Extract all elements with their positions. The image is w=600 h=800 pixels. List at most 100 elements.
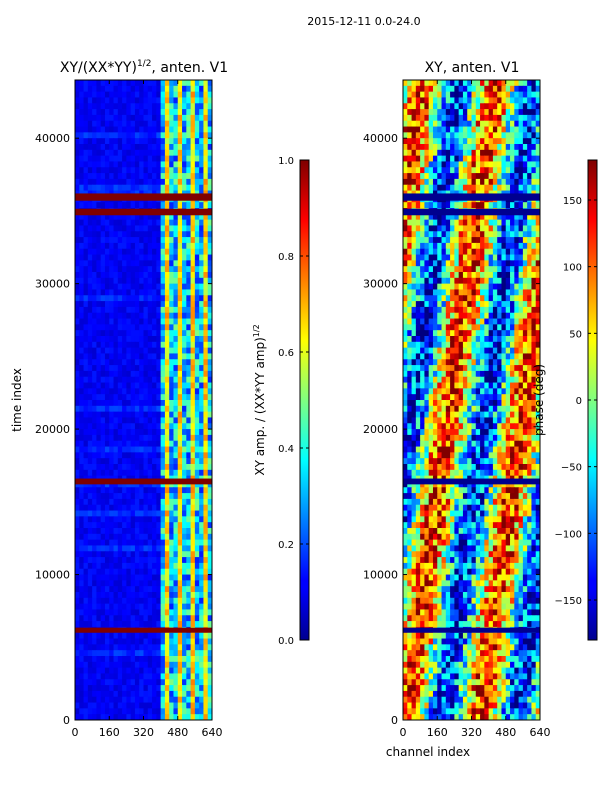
heatmap-cell xyxy=(92,597,98,605)
heatmap-cell xyxy=(79,336,85,343)
heatmap-cell xyxy=(186,603,192,611)
heatmap-cell xyxy=(173,312,179,320)
heatmap-cell xyxy=(182,667,187,675)
heatmap-cell xyxy=(203,429,209,436)
heatmap-cell xyxy=(407,295,413,302)
heatmap-cell xyxy=(147,411,153,419)
heatmap-cell xyxy=(182,97,187,104)
heatmap-cell xyxy=(122,411,127,419)
heatmap-cell xyxy=(492,161,498,168)
heatmap-cell xyxy=(96,312,102,320)
heatmap-cell xyxy=(109,173,115,180)
heatmap-cell xyxy=(518,202,524,209)
heatmap-cell xyxy=(467,173,473,180)
heatmap-cell xyxy=(143,365,149,372)
heatmap-cell xyxy=(143,458,149,465)
heatmap-cell xyxy=(164,301,170,308)
heatmap-cell xyxy=(79,533,85,541)
heatmap-cell xyxy=(484,144,490,151)
heatmap-cell xyxy=(518,254,524,261)
heatmap-cell xyxy=(109,400,115,407)
heatmap-cell xyxy=(199,155,205,163)
heatmap-cell xyxy=(152,673,157,680)
heatmap-cell xyxy=(164,260,170,267)
heatmap-cell xyxy=(190,574,196,581)
heatmap-cell xyxy=(164,272,170,279)
heatmap-cell xyxy=(130,411,136,419)
heatmap-cell xyxy=(177,359,183,366)
heatmap-cell xyxy=(164,644,170,651)
heatmap-cell xyxy=(92,370,98,378)
heatmap-cell xyxy=(160,155,166,163)
heatmap-cell xyxy=(403,173,408,180)
heatmap-cell xyxy=(139,423,145,430)
heatmap-cell xyxy=(480,144,485,151)
heatmap-cell xyxy=(104,452,110,459)
heatmap-cell xyxy=(403,126,408,133)
heatmap-cell xyxy=(104,615,110,622)
heatmap-cell xyxy=(194,417,200,424)
heatmap-cell xyxy=(126,283,132,291)
heatmap-cell xyxy=(147,272,153,279)
heatmap-cell xyxy=(501,277,507,285)
heatmap-cell xyxy=(87,132,93,139)
heatmap-cell xyxy=(83,336,89,343)
heatmap-cell xyxy=(518,277,524,285)
heatmap-cell xyxy=(152,173,157,180)
heatmap-cell xyxy=(411,178,417,186)
heatmap-cell xyxy=(462,213,468,221)
heatmap-cell xyxy=(484,213,490,221)
heatmap-cell xyxy=(441,289,447,296)
heatmap-cell xyxy=(462,155,468,163)
heatmap-cell xyxy=(87,557,93,564)
heatmap-cell xyxy=(531,277,537,285)
heatmap-cell xyxy=(484,324,490,331)
heatmap-cell xyxy=(475,155,481,163)
heatmap-cell xyxy=(156,522,162,529)
heatmap-cell xyxy=(117,114,123,122)
heatmap-cell xyxy=(199,679,205,686)
heatmap-cell xyxy=(96,539,102,547)
heatmap-cell xyxy=(403,155,408,163)
heatmap-cell xyxy=(407,126,413,133)
heatmap-cell xyxy=(134,481,140,488)
heatmap-cell xyxy=(100,161,106,168)
heatmap-cell xyxy=(79,289,85,296)
heatmap-cell xyxy=(169,330,175,337)
heatmap-cell xyxy=(92,91,98,99)
heatmap-cell xyxy=(407,144,413,151)
heatmap-cell xyxy=(173,266,179,273)
heatmap-cell xyxy=(497,295,503,302)
heatmap-cell xyxy=(75,289,80,296)
heatmap-cell xyxy=(522,277,528,285)
heatmap-cell xyxy=(134,656,140,663)
heatmap-cell xyxy=(484,219,490,227)
heatmap-cell xyxy=(160,202,166,209)
heatmap-cell xyxy=(488,283,494,291)
heatmap-cell xyxy=(177,330,183,337)
heatmap-cell xyxy=(432,231,438,238)
heatmap-cell xyxy=(207,231,212,238)
heatmap-cell xyxy=(87,301,93,308)
heatmap-cell xyxy=(79,213,85,221)
heatmap-cell xyxy=(458,272,464,279)
heatmap-cell xyxy=(535,289,540,296)
heatmap-cell xyxy=(147,452,153,459)
heatmap-cell xyxy=(164,714,170,720)
heatmap-cell xyxy=(164,498,170,506)
heatmap-cell xyxy=(109,539,115,547)
heatmap-cell xyxy=(143,522,149,529)
heatmap-cell xyxy=(403,97,408,104)
heatmap-cell xyxy=(169,295,175,302)
heatmap-cell xyxy=(130,458,136,465)
heatmap-cell xyxy=(122,481,127,488)
heatmap-cell xyxy=(96,289,102,296)
heatmap-cell xyxy=(134,173,140,180)
heatmap-cell xyxy=(467,242,473,250)
heatmap-cell xyxy=(432,103,438,110)
heatmap-cell xyxy=(152,80,157,87)
heatmap-cell xyxy=(177,219,183,227)
heatmap-cell xyxy=(147,504,153,512)
heatmap-cell xyxy=(471,103,477,110)
heatmap-cell xyxy=(467,114,473,122)
